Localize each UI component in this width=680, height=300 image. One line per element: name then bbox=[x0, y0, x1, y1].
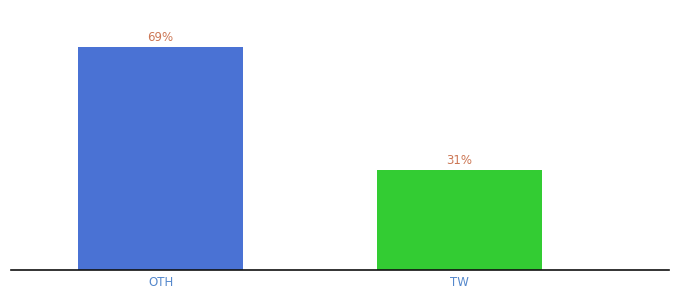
Text: 31%: 31% bbox=[447, 154, 473, 166]
Bar bbox=[78, 47, 243, 270]
Text: 69%: 69% bbox=[148, 31, 173, 44]
Bar bbox=[377, 170, 542, 270]
